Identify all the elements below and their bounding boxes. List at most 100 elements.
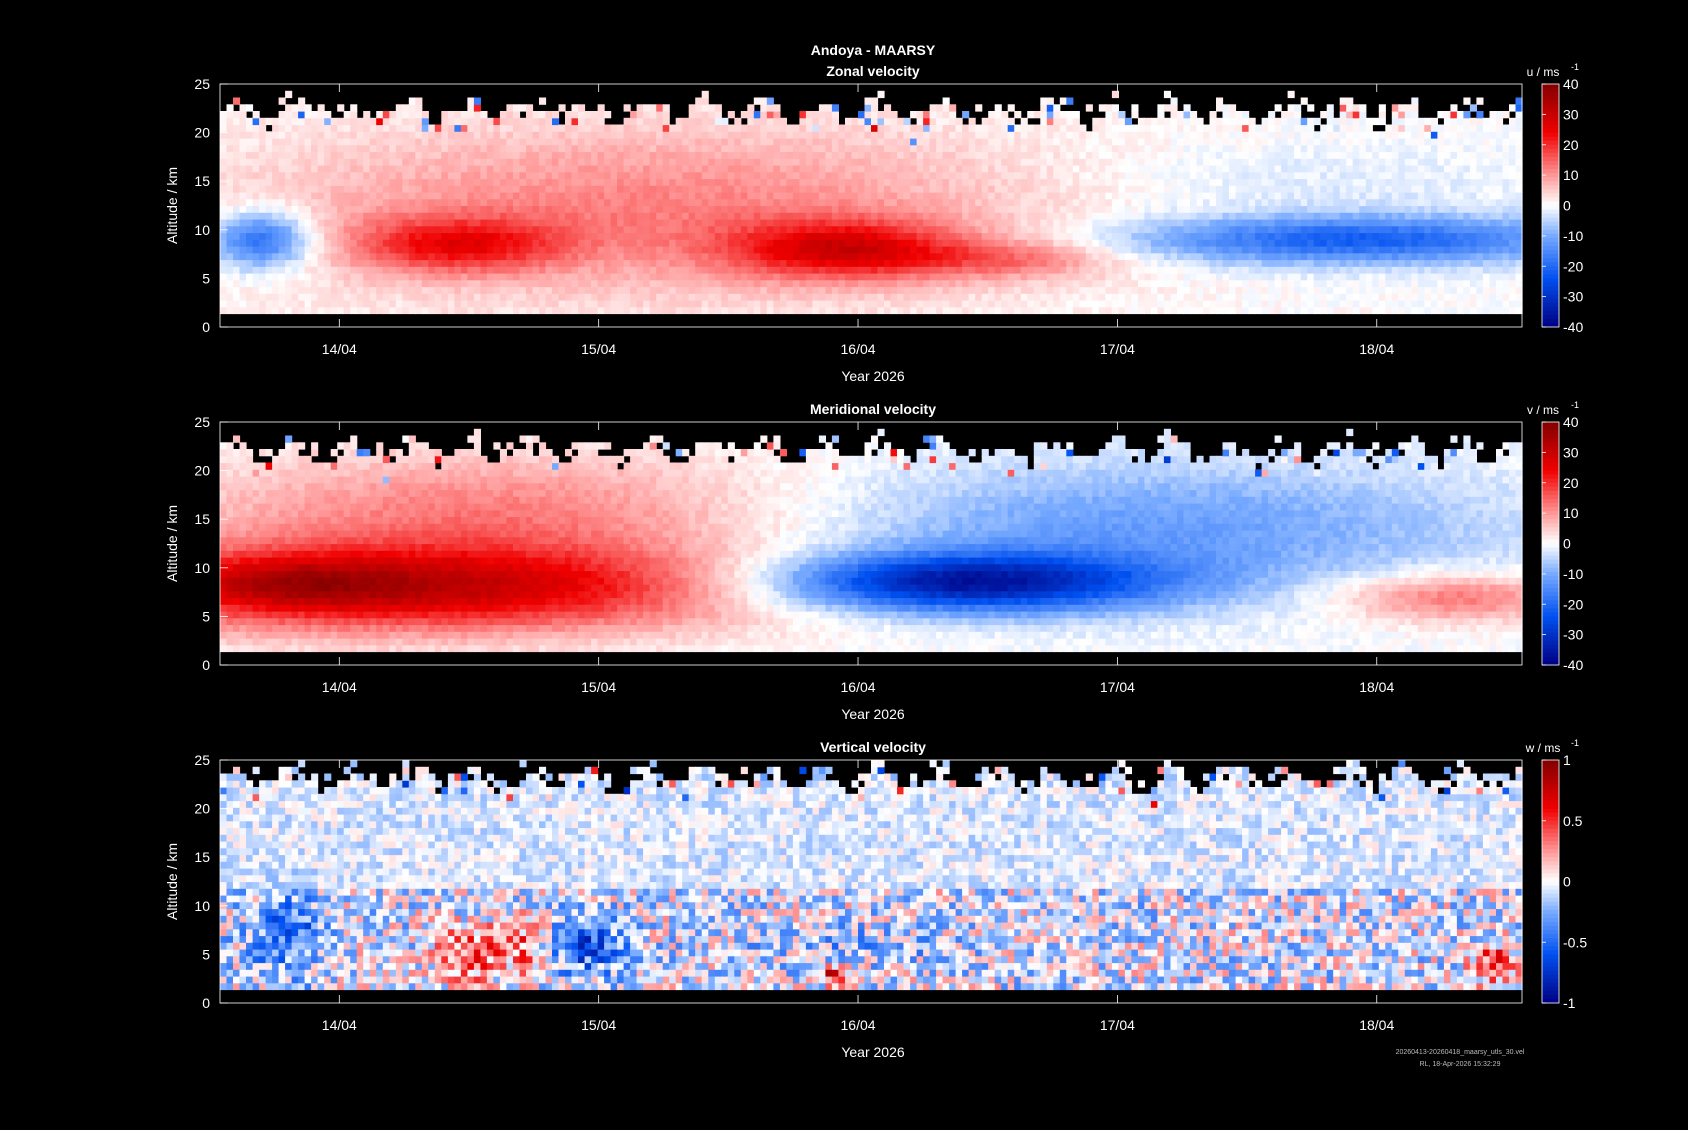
heatmap-cell: [890, 306, 898, 315]
heatmap-cell: [415, 165, 423, 173]
heatmap-cell: [994, 171, 1002, 180]
heatmap-cell: [1079, 266, 1087, 274]
heatmap-cell: [1072, 266, 1080, 274]
heatmap-cell: [884, 165, 892, 173]
heatmap-cell: [259, 178, 267, 186]
heatmap-cell: [617, 219, 625, 227]
heatmap-cell: [337, 151, 345, 159]
heatmap-cell: [226, 266, 234, 274]
heatmap-cell: [916, 144, 924, 153]
heatmap-cell: [1150, 252, 1158, 261]
heatmap-cell: [916, 131, 924, 139]
heatmap-cell: [421, 300, 429, 308]
heatmap-cell: [649, 225, 657, 234]
heatmap-cell: [1001, 205, 1009, 213]
heatmap-cell: [454, 171, 462, 180]
heatmap-cell: [682, 266, 690, 274]
heatmap-cell: [975, 266, 983, 274]
heatmap-cell: [526, 306, 534, 315]
heatmap-cell: [1163, 259, 1171, 267]
heatmap-cell: [539, 246, 547, 254]
heatmap-cell: [506, 192, 514, 200]
heatmap-cell: [1085, 165, 1093, 173]
heatmap-cell: [337, 232, 345, 240]
heatmap-cell: [910, 111, 918, 119]
heatmap-cell: [1131, 239, 1139, 247]
heatmap-cell: [324, 212, 332, 220]
heatmap-cell: [630, 286, 638, 294]
heatmap-cell: [851, 219, 859, 227]
heatmap-cell: [1255, 212, 1263, 220]
heatmap-cell: [910, 185, 918, 193]
heatmap-cell: [838, 252, 846, 261]
heatmap-cell: [1183, 165, 1191, 173]
heatmap-cell: [1033, 212, 1041, 220]
heatmap-cell: [695, 131, 703, 139]
heatmap-cell: [1203, 279, 1211, 288]
heatmap-cell: [285, 259, 293, 267]
heatmap-cell: [428, 205, 436, 213]
heatmap-cell: [304, 117, 312, 126]
heatmap-cell: [513, 273, 521, 281]
heatmap-cell: [936, 259, 944, 267]
heatmap-cell: [630, 151, 638, 159]
heatmap-cell: [1111, 178, 1119, 186]
heatmap-cell: [363, 300, 371, 308]
heatmap-cell: [760, 239, 768, 247]
heatmap-cell: [825, 124, 833, 132]
heatmap-cell: [330, 279, 338, 288]
heatmap-cell: [421, 192, 429, 200]
heatmap-cell: [1092, 219, 1100, 227]
heatmap-cell: [415, 97, 423, 105]
heatmap-cell: [428, 219, 436, 227]
heatmap-cell: [1079, 124, 1087, 132]
heatmap-cell: [962, 138, 970, 146]
heatmap-cell: [871, 117, 879, 126]
heatmap-cell: [1072, 131, 1080, 139]
heatmap-cell: [421, 131, 429, 139]
heatmap-cell: [799, 286, 807, 294]
heatmap-cell: [656, 158, 664, 166]
heatmap-cell: [903, 198, 911, 207]
heatmap-cell: [701, 138, 709, 146]
heatmap-cell: [799, 219, 807, 227]
heatmap-cell: [825, 151, 833, 159]
heatmap-cell: [604, 212, 612, 220]
heatmap-cell: [1190, 279, 1198, 288]
heatmap-cell: [695, 212, 703, 220]
heatmap-cell: [760, 219, 768, 227]
heatmap-cell: [246, 232, 254, 240]
heatmap-cell: [382, 273, 390, 281]
heatmap-cell: [825, 111, 833, 119]
heatmap-cell: [239, 212, 247, 220]
heatmap-cell: [447, 151, 455, 159]
heatmap-cell: [825, 165, 833, 173]
heatmap-cell: [701, 144, 709, 153]
heatmap-cell: [682, 198, 690, 207]
heatmap-cell: [1274, 205, 1282, 213]
heatmap-cell: [675, 306, 683, 315]
heatmap-cell: [513, 225, 521, 234]
heatmap-cell: [760, 252, 768, 261]
heatmap-cell: [265, 178, 273, 186]
heatmap-cell: [1124, 300, 1132, 308]
heatmap-cell: [1190, 212, 1198, 220]
heatmap-cell: [1020, 273, 1028, 281]
heatmap-cell: [1046, 104, 1054, 112]
heatmap-cell: [330, 151, 338, 159]
heatmap-cell: [799, 117, 807, 126]
heatmap-cell: [545, 198, 553, 207]
heatmap-cell: [513, 124, 521, 132]
heatmap-cell: [298, 306, 306, 315]
heatmap-cell: [1150, 273, 1158, 281]
heatmap-cell: [1059, 300, 1067, 308]
heatmap-cell: [343, 192, 351, 200]
heatmap-cell: [526, 131, 534, 139]
heatmap-cell: [773, 158, 781, 166]
heatmap-cell: [792, 192, 800, 200]
heatmap-cell: [304, 239, 312, 247]
heatmap-cell: [890, 219, 898, 227]
heatmap-cell: [337, 165, 345, 173]
heatmap-cell: [864, 185, 872, 193]
heatmap-cell: [1248, 306, 1256, 315]
